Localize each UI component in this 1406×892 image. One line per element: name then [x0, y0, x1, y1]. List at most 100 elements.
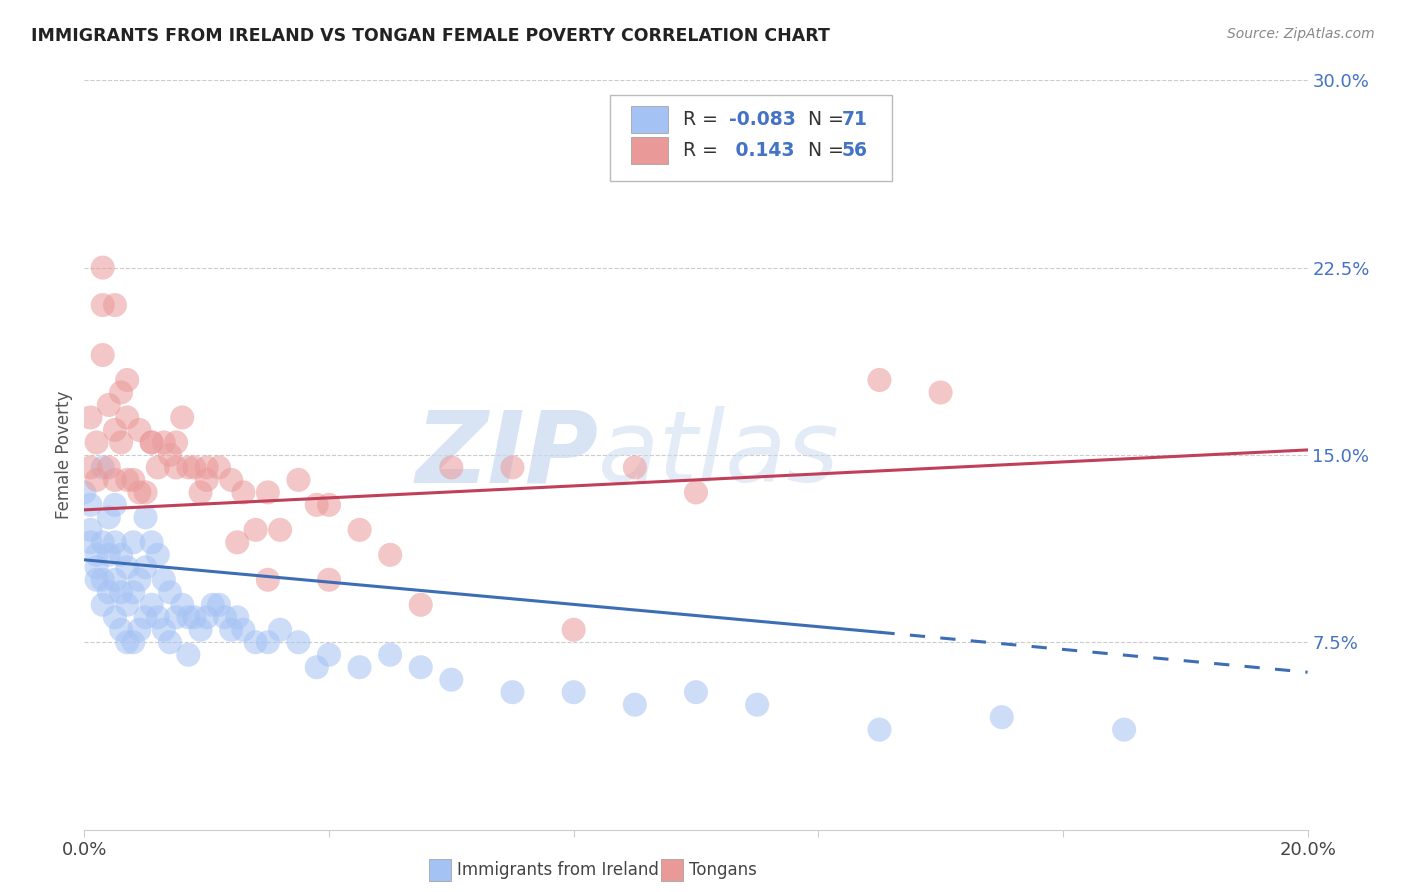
Point [685, 685, 707, 699]
Text: Tongans: Tongans [689, 861, 756, 880]
Point [104, 498, 127, 512]
Point [305, 660, 328, 674]
Y-axis label: Female Poverty: Female Poverty [55, 391, 73, 519]
Point [86, 473, 108, 487]
Point [146, 460, 169, 475]
Text: N =: N = [796, 110, 851, 128]
Point [159, 585, 181, 599]
Point [226, 610, 249, 624]
Point [110, 385, 132, 400]
Text: Immigrants from Ireland: Immigrants from Ireland [457, 861, 659, 880]
Text: -0.083: -0.083 [728, 110, 796, 128]
Point [1114, 723, 1136, 737]
Point [214, 610, 236, 624]
Point [115, 598, 138, 612]
Point [562, 685, 585, 699]
Point [128, 423, 150, 437]
Point [86, 573, 108, 587]
Point [177, 610, 200, 624]
Point [79, 410, 101, 425]
Point [110, 548, 132, 562]
Point [165, 460, 187, 475]
Point [190, 623, 212, 637]
Point [97, 510, 120, 524]
Point [91, 298, 114, 312]
Point [135, 560, 157, 574]
Text: atlas: atlas [598, 407, 839, 503]
Text: Source: ZipAtlas.com: Source: ZipAtlas.com [1227, 27, 1375, 41]
Point [110, 435, 132, 450]
Point [122, 635, 145, 649]
Point [97, 585, 120, 599]
Point [104, 298, 127, 312]
Point [269, 623, 291, 637]
Point [79, 523, 101, 537]
Point [104, 473, 127, 487]
Point [287, 635, 309, 649]
Point [97, 460, 120, 475]
Point [257, 485, 280, 500]
Point [73, 485, 96, 500]
Point [409, 660, 432, 674]
Point [380, 648, 402, 662]
Point [287, 473, 309, 487]
Point [91, 348, 114, 362]
Point [380, 548, 402, 562]
FancyBboxPatch shape [610, 95, 891, 181]
Point [747, 698, 769, 712]
Point [685, 485, 707, 500]
Point [141, 435, 163, 450]
Point [245, 523, 267, 537]
Point [177, 460, 200, 475]
Point [115, 373, 138, 387]
Point [349, 660, 371, 674]
Point [226, 535, 249, 549]
Point [115, 473, 138, 487]
Point [219, 623, 242, 637]
Point [257, 635, 280, 649]
Point [219, 473, 242, 487]
Point [97, 548, 120, 562]
Point [122, 585, 145, 599]
Point [257, 573, 280, 587]
Point [172, 598, 194, 612]
Point [195, 610, 218, 624]
Point [141, 598, 163, 612]
Point [128, 623, 150, 637]
Point [104, 573, 127, 587]
Point [104, 423, 127, 437]
Point [86, 435, 108, 450]
Point [190, 485, 212, 500]
Point [232, 623, 254, 637]
Point [183, 610, 205, 624]
Point [91, 535, 114, 549]
Point [115, 410, 138, 425]
Point [318, 648, 340, 662]
Point [91, 598, 114, 612]
Point [122, 473, 145, 487]
Point [440, 460, 463, 475]
Point [208, 598, 231, 612]
Point [153, 435, 176, 450]
FancyBboxPatch shape [631, 106, 668, 133]
Point [624, 460, 647, 475]
Point [141, 535, 163, 549]
Point [159, 635, 181, 649]
Point [79, 498, 101, 512]
Point [110, 585, 132, 599]
Point [135, 485, 157, 500]
Point [929, 385, 952, 400]
Point [201, 598, 224, 612]
Point [128, 573, 150, 587]
Point [146, 548, 169, 562]
Point [153, 573, 176, 587]
Text: 0.143: 0.143 [728, 141, 794, 161]
Point [195, 473, 218, 487]
Point [115, 560, 138, 574]
Point [269, 523, 291, 537]
Point [79, 535, 101, 549]
Point [409, 598, 432, 612]
Point [122, 535, 145, 549]
FancyBboxPatch shape [631, 137, 668, 164]
Point [232, 485, 254, 500]
